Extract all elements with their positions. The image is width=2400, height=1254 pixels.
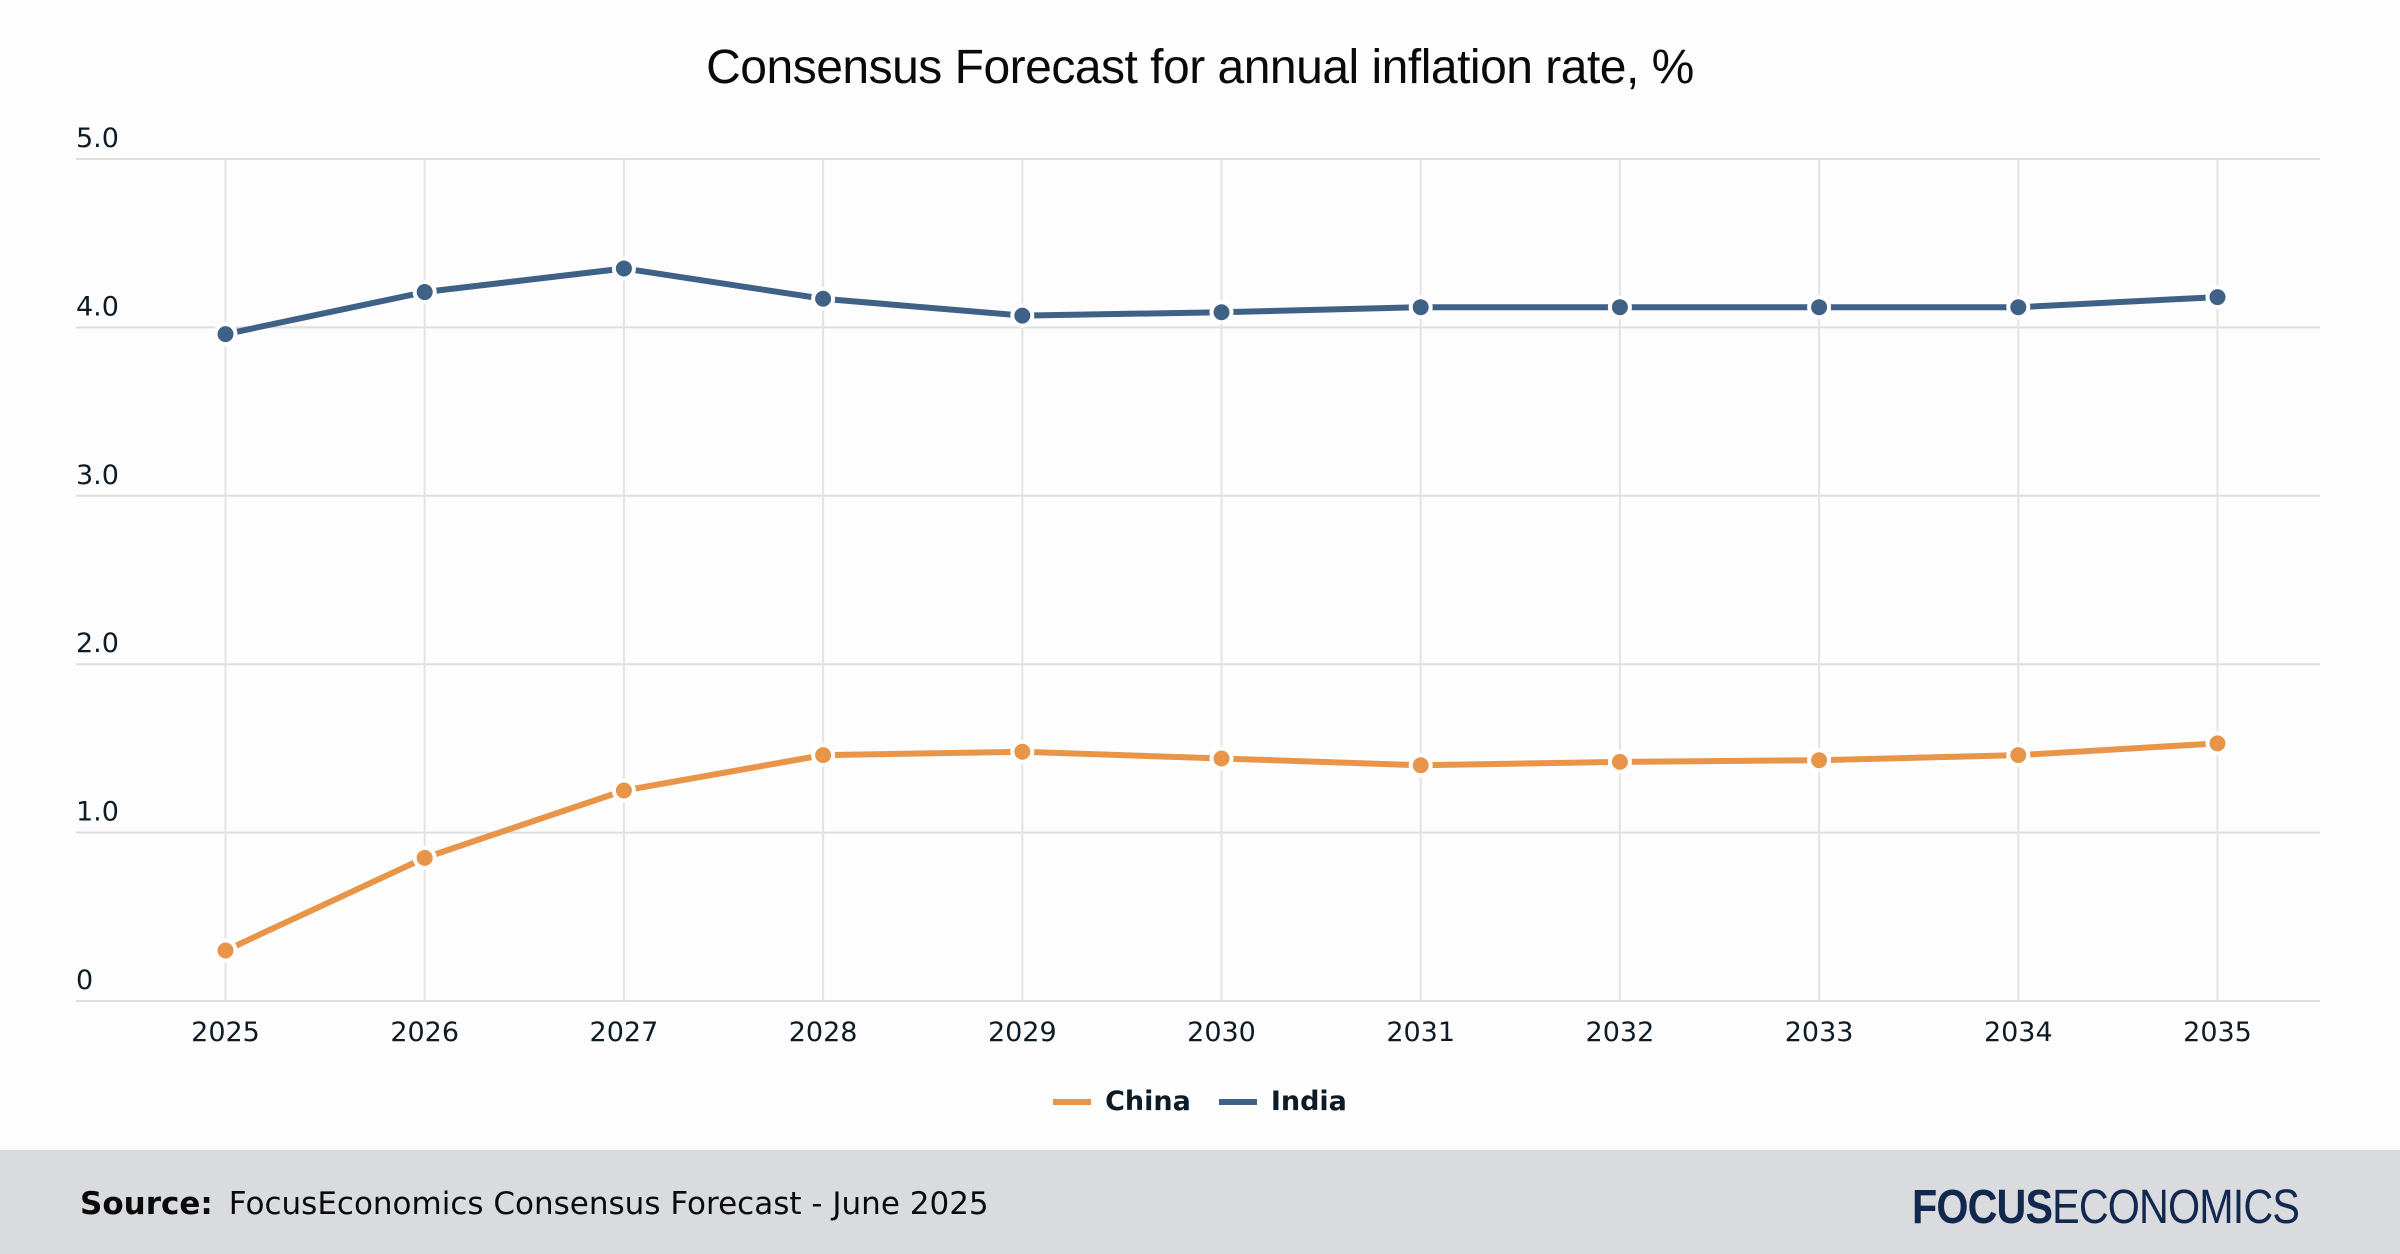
china-point[interactable] xyxy=(1010,739,1035,764)
x-tick-label: 2032 xyxy=(1586,1017,1655,1048)
x-tick-label: 2030 xyxy=(1187,1017,1256,1048)
x-axis-tick-labels: 2025 2026 2027 2028 2029 2030 2031 2032 2033 2034… xyxy=(191,1017,2252,1048)
legend-item-india[interactable]: India xyxy=(1218,1086,1347,1117)
india-point[interactable] xyxy=(1408,295,1433,320)
india-point[interactable] xyxy=(1607,295,1632,320)
china-point[interactable] xyxy=(2006,743,2031,768)
china-point[interactable] xyxy=(811,743,836,768)
chart-title: Consensus Forecast for annual inflation … xyxy=(706,41,1694,94)
china-point[interactable] xyxy=(1209,746,1234,771)
china-point[interactable] xyxy=(2205,731,2230,756)
india-point[interactable] xyxy=(2006,295,2031,320)
source-text: FocusEconomics Consensus Forecast - June… xyxy=(228,1186,989,1222)
x-tick-label: 2029 xyxy=(988,1017,1057,1048)
china-point[interactable] xyxy=(412,845,437,870)
x-tick-label: 2033 xyxy=(1785,1017,1854,1048)
legend-item-china[interactable]: China xyxy=(1053,1086,1191,1117)
x-tick-label: 2035 xyxy=(2183,1017,2252,1048)
x-gridlines xyxy=(224,159,2219,1001)
india-point[interactable] xyxy=(811,286,836,311)
source-note: Source: FocusEconomics Consensus Forecast… xyxy=(80,1186,989,1222)
y-tick-label: 4.0 xyxy=(76,291,119,322)
india-point[interactable] xyxy=(2205,285,2230,310)
x-tick-label: 2027 xyxy=(590,1017,659,1048)
y-tick-label: 2.0 xyxy=(76,628,119,659)
china-point[interactable] xyxy=(1807,748,1832,773)
y-tick-label: 3.0 xyxy=(76,460,119,491)
line-chart: 0 1.0 2.0 3.0 4.0 5.0 2025 2026 2027 2028 2029 203… xyxy=(76,123,2320,1048)
china-point[interactable] xyxy=(1607,749,1632,774)
series-india xyxy=(213,256,2230,347)
x-tick-label: 2026 xyxy=(390,1017,459,1048)
x-tick-label: 2028 xyxy=(789,1017,858,1048)
india-point[interactable] xyxy=(611,256,636,281)
y-tick-label: 1.0 xyxy=(76,797,119,828)
legend-label-china: China xyxy=(1105,1086,1191,1117)
logo-bold-text: FOCUS xyxy=(1912,1181,2053,1234)
y-gridlines xyxy=(76,158,2320,1002)
x-tick-label: 2031 xyxy=(1386,1017,1455,1048)
india-point[interactable] xyxy=(412,280,437,305)
focuseconomics-logo: FOCUSECONOMICS xyxy=(1912,1180,2300,1235)
series-china xyxy=(213,731,2230,963)
x-tick-label: 2025 xyxy=(191,1017,260,1048)
legend: China India xyxy=(0,1086,2400,1117)
y-tick-label: 5.0 xyxy=(76,123,119,154)
india-point[interactable] xyxy=(213,322,238,347)
india-swatch-icon xyxy=(1218,1098,1257,1105)
y-axis-tick-labels: 0 1.0 2.0 3.0 4.0 5.0 xyxy=(76,123,119,996)
legend-label-india: India xyxy=(1270,1086,1347,1117)
source-label: Source: xyxy=(80,1186,213,1222)
series-layer xyxy=(213,256,2230,963)
india-point[interactable] xyxy=(1010,303,1035,328)
x-tick-label: 2034 xyxy=(1984,1017,2053,1048)
china-point[interactable] xyxy=(611,778,636,803)
china-point[interactable] xyxy=(213,938,238,963)
china-swatch-icon xyxy=(1053,1098,1092,1105)
y-tick-label: 0 xyxy=(76,965,93,996)
india-point[interactable] xyxy=(1209,300,1234,325)
footer: Source: FocusEconomics Consensus Forecast… xyxy=(0,1150,2400,1254)
india-point[interactable] xyxy=(1807,295,1832,320)
logo-light-text: ECONOMICS xyxy=(2052,1181,2300,1234)
china-point[interactable] xyxy=(1408,753,1433,778)
